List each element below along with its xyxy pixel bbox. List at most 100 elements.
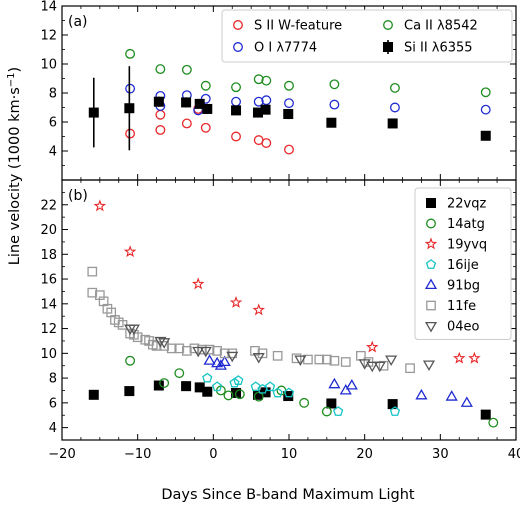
data-point (202, 372, 213, 383)
data-point (191, 277, 205, 290)
legend-item: 11fe (426, 299, 476, 314)
data-point (202, 386, 213, 397)
panel-b: −20 −10 0 10 20 30 40 4 6 8 10 12 14 16 18 20 22 (b) 22vqz… (40, 179, 520, 462)
data-point (445, 390, 458, 401)
legend-item: O I λ7774 (233, 41, 317, 56)
data-point (124, 103, 135, 114)
data-point (226, 351, 239, 363)
data-point (125, 48, 136, 59)
y-axis-label: Line velocity (1000 km·s−1) (6, 67, 23, 265)
data-point (211, 381, 223, 392)
legend-label: S II W-feature (254, 19, 342, 34)
data-point (231, 82, 241, 93)
data-point (153, 96, 164, 107)
legend-item: 04eo (424, 320, 480, 335)
data-point (314, 354, 325, 365)
data-point (181, 64, 192, 75)
panel-label: (a) (68, 14, 88, 30)
legend-label: 91bg (447, 279, 480, 294)
x-axis-label: Days Since B-band Maximum Light (161, 487, 415, 503)
legend-item: 14atg (426, 217, 485, 232)
legend-label: Ca II λ8542 (404, 19, 478, 34)
legend-label: Si II λ6355 (404, 41, 473, 56)
data-point (197, 344, 207, 355)
x-tick-label: 20 (356, 447, 373, 462)
data-point (93, 199, 107, 212)
data-point (253, 74, 264, 85)
data-point (389, 82, 400, 93)
data-point (88, 107, 99, 118)
data-point (87, 266, 98, 277)
data-point (260, 104, 271, 115)
y-tick-label: 4 (49, 145, 57, 160)
legend-item: S II W-feature (233, 19, 342, 34)
legend-label: 16ije (447, 258, 479, 273)
data-point (488, 417, 499, 428)
legend-item: Si II λ6355 (383, 40, 473, 56)
data-point (159, 378, 170, 388)
data-point (326, 398, 337, 409)
x-tick-label: 40 (508, 447, 520, 462)
data-point (212, 346, 222, 356)
data-point (326, 117, 337, 128)
legend-marker (233, 42, 243, 52)
data-point (88, 389, 99, 400)
data-point (333, 406, 344, 416)
data-point (329, 99, 340, 110)
data-point (234, 389, 245, 400)
legend-marker (424, 278, 438, 290)
data-point (339, 383, 352, 395)
data-point (155, 109, 166, 120)
x-tick-label: −20 (48, 447, 75, 462)
data-point (283, 387, 295, 398)
data-point (284, 144, 294, 155)
legend-marker (426, 300, 436, 311)
y-axis-label-main: Line velocity (1000 km·s (7, 87, 23, 265)
data-point (321, 406, 332, 417)
data-point (387, 118, 398, 129)
y-tick-label: 4 (49, 421, 57, 436)
series-16ije (202, 372, 401, 416)
data-point (174, 343, 185, 354)
panel-label: (b) (68, 188, 88, 204)
legend: S II W-feature O I λ7774 Ca II λ8542 Si II … (221, 9, 513, 63)
data-point (468, 351, 481, 364)
data-point (202, 103, 213, 114)
data-point (200, 93, 211, 104)
y-tick-label: 10 (40, 347, 57, 362)
data-point (284, 98, 294, 109)
y-tick-label: 6 (49, 116, 57, 131)
legend-marker (425, 259, 437, 269)
legend-item: 91bg (424, 278, 480, 294)
data-point (189, 343, 200, 354)
data-point (229, 296, 243, 308)
x-tick-label: 30 (432, 447, 449, 462)
data-point (181, 381, 192, 392)
data-point (321, 354, 332, 365)
data-point (480, 130, 491, 141)
data-point (155, 125, 166, 135)
data-point (231, 96, 241, 107)
data-point (272, 387, 283, 398)
data-point (480, 104, 491, 115)
series-si-ii-6355 (88, 66, 491, 151)
legend: 22vqz 14atg 19yvq 16ije 91bg 11fe 04eo (414, 187, 512, 340)
data-point (405, 363, 415, 374)
data-point (127, 324, 140, 336)
data-point (204, 344, 215, 355)
data-point (299, 397, 310, 408)
data-point (253, 391, 264, 402)
data-point (329, 355, 340, 366)
legend-item: 19yvq (424, 237, 487, 253)
legend-marker (233, 20, 243, 30)
data-point (284, 80, 294, 91)
legend-item: 16ije (425, 258, 479, 273)
legend-label: 22vqz (447, 197, 486, 212)
series-91bg (203, 354, 473, 407)
data-point (389, 102, 400, 113)
legend-marker (383, 42, 393, 52)
y-tick-label: 6 (49, 396, 57, 411)
data-point (373, 361, 386, 373)
data-point (194, 98, 205, 109)
